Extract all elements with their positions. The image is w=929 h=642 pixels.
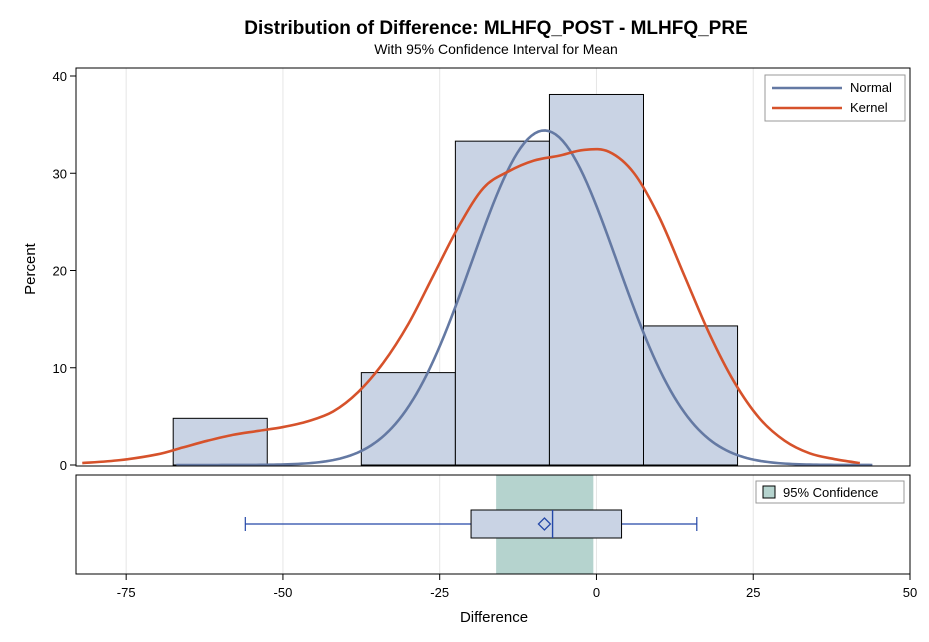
histogram-bar bbox=[360, 372, 456, 466]
x-tick-label: 50 bbox=[903, 585, 917, 600]
x-tick-label: -25 bbox=[430, 585, 449, 600]
x-axis: -75 -50 -25 0 25 50 bbox=[117, 574, 917, 600]
ci-legend: 95% Confidence bbox=[755, 480, 905, 504]
box bbox=[470, 509, 623, 539]
y-tick-label: 10 bbox=[53, 361, 67, 376]
legend-label-normal: Normal bbox=[850, 80, 892, 95]
histogram-bar bbox=[642, 325, 739, 466]
y-tick-label: 30 bbox=[53, 166, 67, 181]
ci-legend-box bbox=[755, 480, 905, 504]
ci-legend-swatch bbox=[762, 485, 776, 499]
histogram-bar bbox=[172, 417, 268, 466]
y-axis-label: Percent bbox=[22, 242, 39, 295]
legend-label-kernel: Kernel bbox=[850, 100, 888, 115]
histogram-panel: Normal Kernel bbox=[75, 67, 911, 467]
boxplot-panel: 95% Confidence bbox=[75, 474, 911, 575]
chart-subtitle: With 95% Confidence Interval for Mean bbox=[374, 41, 618, 57]
y-tick-label: 0 bbox=[60, 458, 67, 473]
histogram-frame bbox=[75, 67, 911, 467]
boxplot-frame bbox=[75, 474, 911, 575]
x-tick-label: 25 bbox=[746, 585, 760, 600]
normal-curve bbox=[176, 129, 873, 467]
histogram-bar bbox=[454, 140, 550, 466]
legend: Normal Kernel bbox=[764, 74, 906, 122]
x-tick-label: 0 bbox=[593, 585, 600, 600]
histogram-bar bbox=[548, 93, 644, 466]
y-tick-label: 40 bbox=[53, 69, 67, 84]
ci-legend-label: 95% Confidence bbox=[783, 485, 878, 500]
chart-title: Distribution of Difference: MLHFQ_POST -… bbox=[244, 18, 748, 39]
legend-box bbox=[764, 74, 906, 122]
y-axis: 0 10 20 30 40 bbox=[53, 69, 76, 473]
x-axis-label: Difference bbox=[460, 609, 528, 626]
kernel-curve bbox=[82, 147, 861, 465]
x-tick-label: -50 bbox=[274, 585, 293, 600]
x-tick-label: -75 bbox=[117, 585, 136, 600]
mean-marker bbox=[537, 517, 552, 531]
y-tick-label: 20 bbox=[53, 264, 67, 279]
